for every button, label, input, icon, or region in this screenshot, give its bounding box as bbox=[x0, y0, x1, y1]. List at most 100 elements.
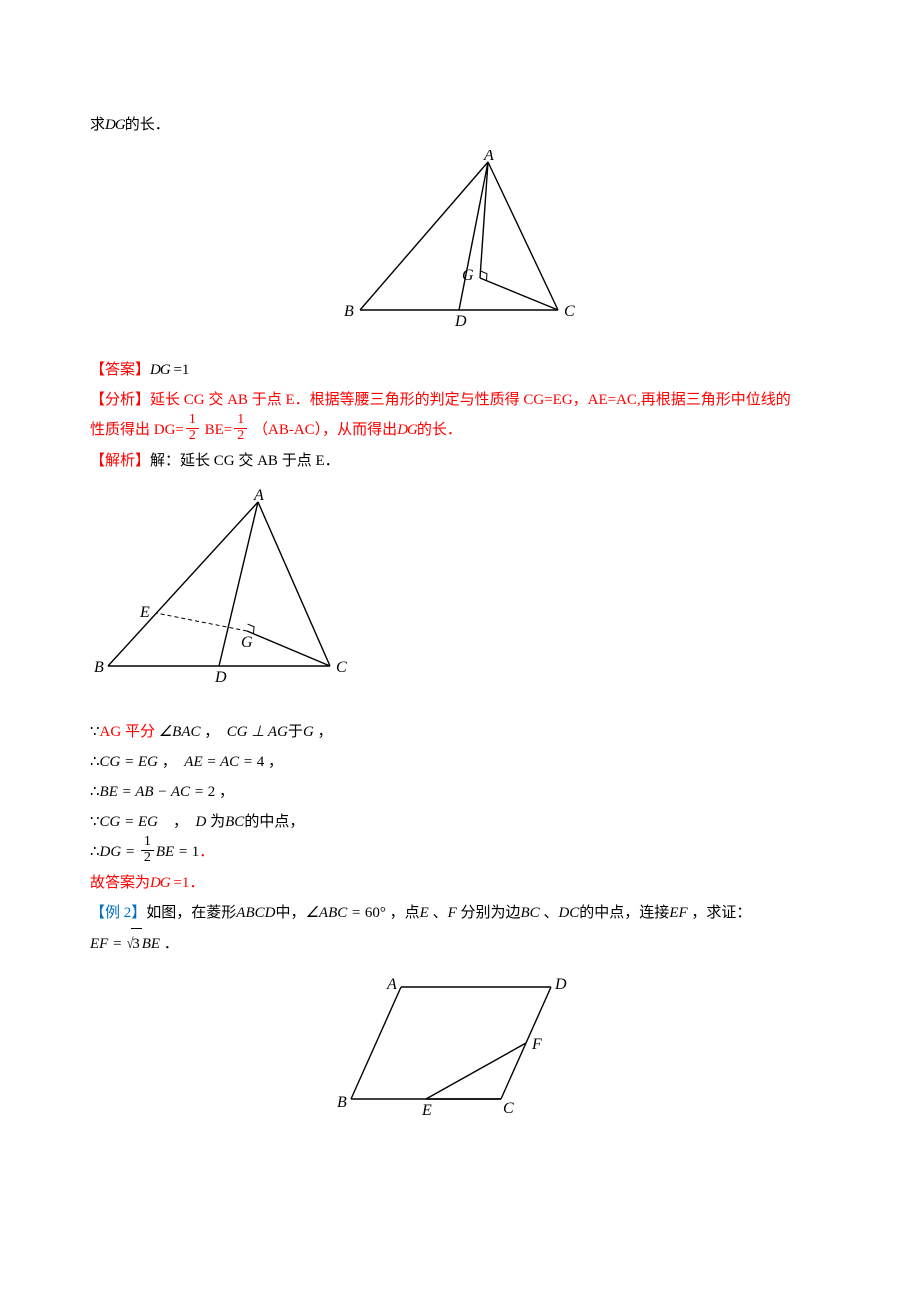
t: ∠ABC = bbox=[305, 905, 364, 921]
t: 故答案为 bbox=[90, 875, 150, 891]
t: CG = EG bbox=[100, 814, 158, 830]
num: 1 bbox=[186, 413, 199, 429]
t: DG bbox=[150, 362, 170, 378]
svg-text:G: G bbox=[462, 267, 474, 284]
proof-line-6: 故答案为DG =1． bbox=[90, 868, 830, 898]
t: = bbox=[173, 875, 181, 891]
t: ． bbox=[189, 875, 204, 891]
t: F bbox=[448, 905, 457, 921]
den: 2 bbox=[234, 429, 247, 444]
question-line: 求DG的长． bbox=[90, 110, 830, 140]
t: CG ⊥ AG bbox=[227, 724, 288, 740]
svg-text:G: G bbox=[241, 634, 253, 651]
t: G bbox=[303, 724, 314, 740]
t: DG bbox=[397, 422, 417, 438]
t: ． bbox=[199, 844, 214, 860]
proof-line-3: ∴BE = AB − AC = 2 ， bbox=[90, 777, 830, 807]
t: ， bbox=[268, 754, 283, 770]
svg-text:B: B bbox=[344, 303, 354, 320]
t: 中， bbox=[275, 905, 305, 921]
t: 性质得出 DG= bbox=[90, 422, 184, 438]
t: ∵ bbox=[90, 814, 100, 830]
proof-line-2: ∴CG = EG ， AE = AC = 4 ， bbox=[90, 747, 830, 777]
answer-label: 【答案】 bbox=[90, 362, 150, 378]
analysis-line-2: 性质得出 DG=12 BE=12 （AB-AC），从而得出DG的长． bbox=[90, 415, 830, 446]
t: 1 bbox=[182, 362, 190, 378]
t: ． bbox=[164, 936, 179, 952]
t: BC bbox=[225, 814, 244, 830]
t: 的长． bbox=[417, 422, 462, 438]
fig3-svg: A D B C E F bbox=[335, 969, 585, 1119]
t: ，点 bbox=[390, 905, 420, 921]
svg-text:F: F bbox=[531, 1036, 542, 1053]
den: 2 bbox=[186, 429, 199, 444]
proof-line-4: ∵CG = EG ， D 为BC的中点， bbox=[90, 807, 830, 837]
t: DG = bbox=[100, 844, 136, 860]
proof-line-1: ∵AG 平分 ∠BAC ， CG ⊥ AG于G ， bbox=[90, 717, 830, 747]
t: 的中点， bbox=[244, 814, 304, 830]
analysis-label: 【分析】 bbox=[90, 392, 150, 408]
t: 的中点，连接 bbox=[579, 905, 669, 921]
t: ∠BAC bbox=[159, 724, 201, 740]
example2-line-1: 【例 2】如图，在菱形ABCD中，∠ABC = 60° ，点E 、F 分别为边B… bbox=[90, 898, 830, 928]
svg-text:D: D bbox=[454, 313, 467, 330]
t: DC bbox=[558, 905, 579, 921]
t: EF = bbox=[90, 936, 122, 952]
t: BE bbox=[142, 936, 160, 952]
t: ∴ bbox=[90, 754, 100, 770]
svg-text:E: E bbox=[421, 1102, 432, 1119]
svg-text:D: D bbox=[214, 669, 227, 686]
t: ， bbox=[162, 754, 170, 770]
svg-text:B: B bbox=[337, 1094, 347, 1111]
svg-text:A: A bbox=[253, 488, 264, 504]
svg-text:C: C bbox=[564, 303, 575, 320]
t: 的长． bbox=[125, 117, 170, 133]
t: 求 bbox=[90, 117, 105, 133]
t: ABCD bbox=[236, 905, 275, 921]
t: 解：延长 CG 交 AB 于点 E． bbox=[150, 453, 340, 469]
svg-text:C: C bbox=[336, 659, 347, 676]
t: ∴ bbox=[90, 844, 100, 860]
frac-half-1: 12 bbox=[186, 413, 199, 443]
svg-text:B: B bbox=[94, 659, 104, 676]
t: EF bbox=[669, 905, 687, 921]
t: ， bbox=[219, 784, 234, 800]
t: ∵ bbox=[90, 724, 100, 740]
t: BE = AB − AC = bbox=[100, 784, 208, 800]
svg-text:A: A bbox=[483, 150, 494, 164]
solution-label: 【解析】 bbox=[90, 453, 150, 469]
t: 2 bbox=[208, 784, 216, 800]
t: DG bbox=[105, 117, 125, 133]
sqrt-3: √3 bbox=[126, 928, 142, 959]
fig1-svg: A B C D G bbox=[330, 150, 590, 330]
t: （AB-AC），从而得出 bbox=[249, 422, 397, 438]
t: 于 bbox=[288, 724, 303, 740]
svg-text:A: A bbox=[386, 976, 397, 993]
figure-2: ABCDGE bbox=[90, 488, 830, 699]
num: 1 bbox=[234, 413, 247, 429]
t: 为 bbox=[210, 814, 225, 830]
analysis-line-1: 【分析】延长 CG 交 AB 于点 E．根据等腰三角形的判定与性质得 CG=EG… bbox=[90, 385, 830, 415]
frac-half-2: 12 bbox=[234, 413, 247, 443]
figure-1: A B C D G bbox=[90, 150, 830, 341]
t: BC bbox=[521, 905, 540, 921]
t: D bbox=[196, 814, 207, 830]
num: 1 bbox=[141, 835, 154, 851]
t: 4 bbox=[257, 754, 265, 770]
fig2-svg: ABCDGE bbox=[90, 488, 370, 688]
svg-text:C: C bbox=[503, 1100, 514, 1117]
t: CG = EG bbox=[100, 754, 158, 770]
t: E bbox=[420, 905, 429, 921]
t: 60° bbox=[365, 905, 386, 921]
t: 延长 CG 交 AB 于点 E．根据等腰三角形的判定与性质得 CG=EG，AE=… bbox=[150, 392, 791, 408]
t: = bbox=[173, 362, 181, 378]
t: ∴ bbox=[90, 784, 100, 800]
svg-text:D: D bbox=[554, 976, 567, 993]
t: AG 平分 bbox=[100, 724, 155, 740]
t: 分别为边 bbox=[461, 905, 521, 921]
t: ，求证： bbox=[691, 905, 751, 921]
frac-half-3: 12 bbox=[141, 835, 154, 865]
t: 、 bbox=[543, 905, 558, 921]
t: AE = AC = bbox=[184, 754, 256, 770]
t: ， bbox=[318, 724, 333, 740]
